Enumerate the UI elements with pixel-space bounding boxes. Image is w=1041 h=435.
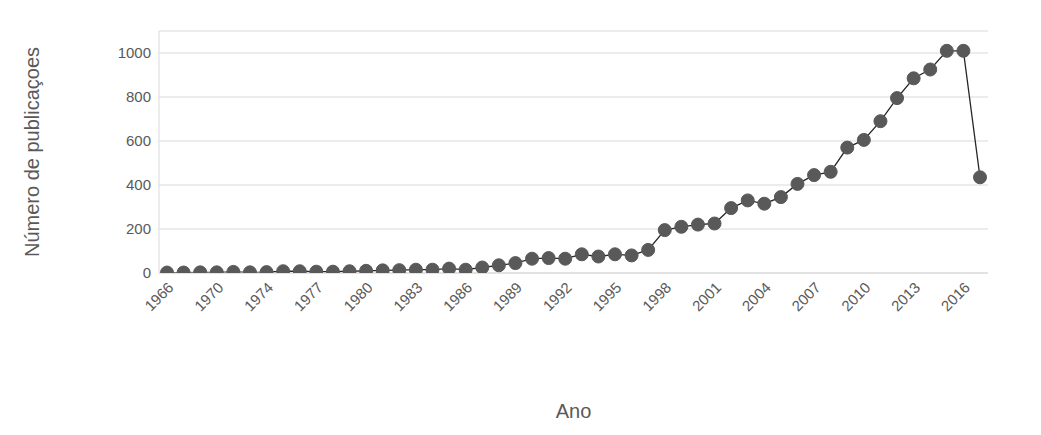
svg-text:1983: 1983 — [390, 279, 426, 315]
svg-text:800: 800 — [126, 88, 151, 105]
svg-text:1998: 1998 — [639, 279, 675, 315]
svg-text:1992: 1992 — [539, 279, 575, 315]
svg-text:600: 600 — [126, 132, 151, 149]
svg-text:1966: 1966 — [141, 279, 177, 315]
svg-text:1974: 1974 — [241, 279, 277, 315]
svg-text:1980: 1980 — [340, 279, 376, 315]
svg-text:2001: 2001 — [689, 279, 725, 315]
svg-text:2016: 2016 — [937, 279, 973, 315]
svg-text:1986: 1986 — [440, 279, 476, 315]
svg-text:1977: 1977 — [290, 279, 326, 315]
svg-text:2013: 2013 — [888, 279, 924, 315]
svg-text:1989: 1989 — [489, 279, 525, 315]
svg-text:2004: 2004 — [738, 279, 774, 315]
svg-text:1995: 1995 — [589, 279, 625, 315]
svg-text:400: 400 — [126, 176, 151, 193]
svg-text:0: 0 — [143, 264, 151, 281]
svg-text:Ano: Ano — [556, 400, 592, 422]
svg-text:Número de publicaçoes: Número de publicaçoes — [21, 47, 43, 257]
svg-text:2007: 2007 — [788, 279, 824, 315]
svg-text:200: 200 — [126, 220, 151, 237]
svg-text:2010: 2010 — [838, 279, 874, 315]
svg-text:1970: 1970 — [191, 279, 227, 315]
svg-text:1000: 1000 — [118, 44, 151, 61]
